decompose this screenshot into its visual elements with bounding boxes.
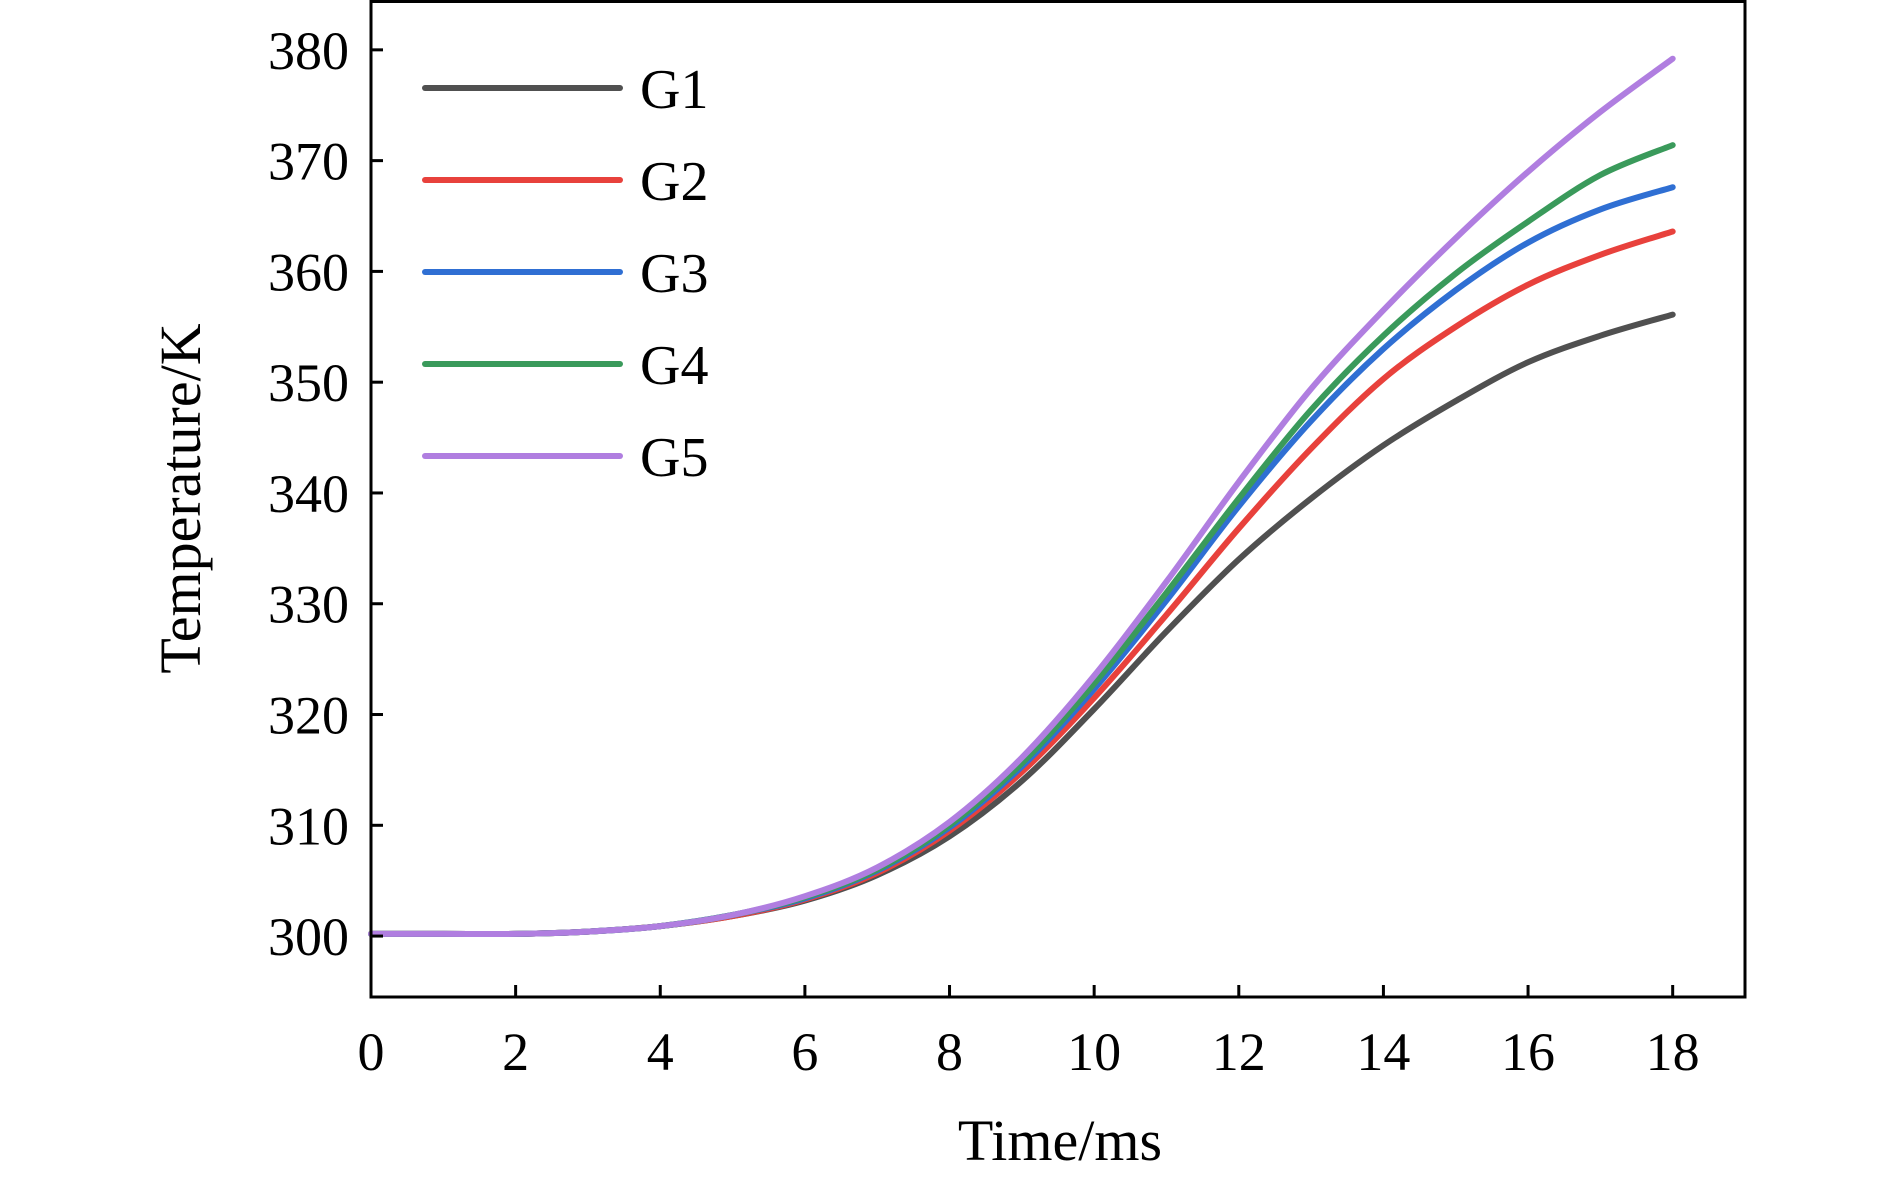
x-tick-label: 12 [1212, 1022, 1266, 1082]
y-tick-label: 330 [268, 575, 349, 635]
series-line-g5 [368, 55, 1676, 938]
x-tick-label: 18 [1646, 1022, 1700, 1082]
series-line-g1 [368, 311, 1676, 938]
legend-label: G1 [640, 59, 708, 121]
y-tick-label: 300 [268, 907, 349, 967]
y-tick-label: 360 [268, 242, 349, 302]
legend-label: G5 [640, 427, 708, 489]
x-tick-label: 4 [647, 1022, 674, 1082]
y-axis-title: Temperature/K [148, 323, 213, 673]
series-layer [368, 55, 1676, 938]
y-tick-label: 370 [268, 132, 349, 192]
legend-label: G2 [640, 151, 708, 213]
x-tick-label: 0 [358, 1022, 385, 1082]
x-tick-label: 6 [791, 1022, 818, 1082]
x-axis: 0 2 4 6 8 10 12 14 16 18 [358, 985, 1700, 1082]
series-line-g4 [368, 142, 1676, 938]
y-tick-label: 350 [268, 353, 349, 413]
legend: G1 G2 G3 G4 G5 [422, 59, 708, 489]
y-axis: 300 310 320 330 340 350 360 370 380 [268, 21, 383, 967]
x-tick-label: 10 [1067, 1022, 1121, 1082]
legend-label: G4 [640, 335, 708, 397]
x-axis-title: Time/ms [958, 1108, 1162, 1173]
y-tick-label: 380 [268, 21, 349, 81]
series-line-g2 [368, 228, 1676, 938]
x-tick-label: 16 [1501, 1022, 1555, 1082]
x-tick-label: 2 [502, 1022, 529, 1082]
y-tick-label: 320 [268, 686, 349, 746]
x-tick-label: 14 [1356, 1022, 1410, 1082]
x-tick-label: 8 [936, 1022, 963, 1082]
plot-frame [369, 0, 1747, 999]
series-line-g3 [368, 184, 1676, 938]
y-tick-label: 340 [268, 464, 349, 524]
legend-label: G3 [640, 243, 708, 305]
y-tick-label: 310 [268, 796, 349, 856]
